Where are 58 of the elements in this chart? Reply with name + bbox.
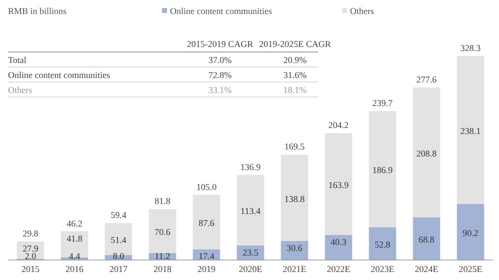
- data-label: 4.4: [68, 251, 81, 261]
- total-label: 29.8: [22, 228, 39, 238]
- data-label: 87.6: [198, 218, 215, 228]
- data-label: 138.8: [284, 194, 306, 204]
- data-label: 238.1: [460, 126, 481, 136]
- x-tick-label: 2017: [109, 264, 128, 274]
- annotation: 18.1%: [283, 85, 308, 95]
- data-label: 27.9: [22, 243, 39, 254]
- x-tick-label: 2016: [65, 264, 84, 274]
- x-tick-label: 2023E: [370, 264, 395, 274]
- total-label: 105.0: [196, 182, 218, 192]
- x-tick-label: 2018: [153, 264, 172, 274]
- data-label: 52.8: [374, 240, 391, 250]
- annotation: Total: [8, 55, 27, 65]
- total-label: 59.4: [110, 210, 127, 220]
- data-label: 23.5: [242, 247, 259, 258]
- x-tick-label: 2019: [197, 264, 216, 274]
- annotation: Others: [8, 85, 32, 95]
- total-label: 169.5: [284, 142, 306, 152]
- data-label: 17.4: [198, 251, 215, 261]
- annotation: 37.0%: [208, 55, 232, 65]
- data-label: 8.0: [112, 251, 125, 261]
- x-tick-label: 2025E: [458, 264, 483, 274]
- data-label: 113.4: [240, 206, 261, 216]
- legend-label: Others: [350, 6, 374, 16]
- data-label: 208.8: [416, 148, 438, 158]
- total-label: 204.2: [328, 120, 349, 130]
- y-axis-title: RMB in billions: [8, 6, 68, 16]
- x-tick-label: 2024E: [414, 264, 439, 274]
- total-label: 239.7: [372, 98, 394, 108]
- annotation: 20.9%: [283, 55, 308, 65]
- x-tick-label: 2020E: [238, 264, 263, 274]
- text: 2015-2019 CAGR: [186, 39, 254, 49]
- data-label: 163.9: [328, 180, 350, 190]
- data-label: 2.0: [24, 251, 37, 261]
- annotation: 33.1%: [208, 85, 232, 95]
- x-tick-label: 2015: [21, 264, 40, 274]
- legend-label: Online content communities: [170, 6, 272, 16]
- total-label: 136.9: [240, 162, 262, 172]
- annotation: Online content communities: [8, 70, 110, 80]
- data-label: 11.2: [154, 251, 170, 261]
- data-label: 186.9: [372, 165, 394, 176]
- data-label: 70.6: [154, 227, 171, 238]
- total-label: 46.2: [66, 218, 82, 228]
- text: 2019-2025E CAGR: [259, 39, 331, 49]
- annotation: 31.6%: [283, 70, 308, 80]
- annotation: 72.8%: [208, 70, 232, 80]
- data-label: 90.2: [462, 228, 478, 238]
- data-label: 40.3: [330, 236, 347, 247]
- total-label: 328.3: [460, 43, 482, 53]
- total-label: 277.6: [416, 74, 438, 85]
- total-label: 81.8: [154, 196, 171, 206]
- data-label: 41.8: [66, 233, 83, 244]
- data-label: 51.4: [110, 235, 127, 246]
- data-label: 68.8: [418, 234, 435, 245]
- x-tick-label: 2021E: [282, 264, 307, 274]
- data-label: 30.6: [286, 242, 303, 253]
- x-tick-label: 2022E: [326, 264, 351, 274]
